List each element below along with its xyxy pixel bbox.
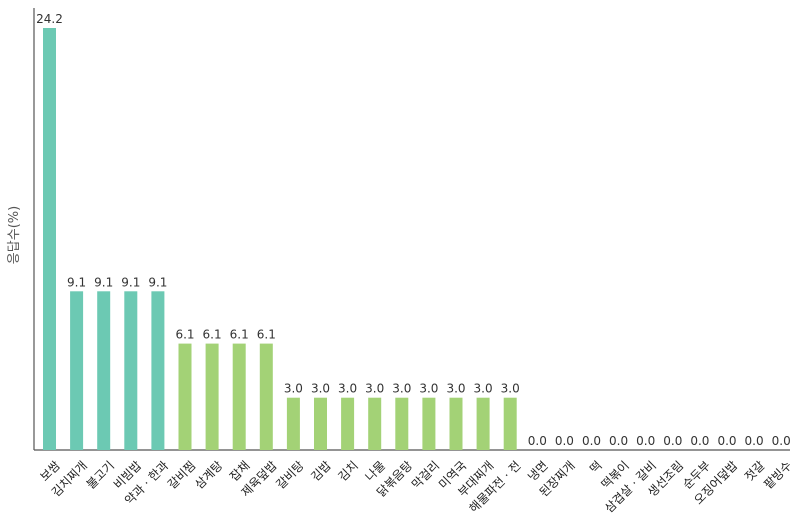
category-label-14: 막걸리 xyxy=(409,458,442,491)
value-label-7: 6.1 xyxy=(230,328,249,342)
bar-2 xyxy=(97,291,111,450)
value-label-20: 0.0 xyxy=(582,434,601,448)
value-label-0: 24.2 xyxy=(36,12,63,26)
bar-1 xyxy=(70,291,84,450)
value-label-14: 3.0 xyxy=(419,382,438,396)
bar-8 xyxy=(259,343,273,450)
value-label-11: 3.0 xyxy=(338,382,357,396)
bar-10 xyxy=(314,397,327,450)
value-label-18: 0.0 xyxy=(528,434,547,448)
category-label-20: 떡 xyxy=(587,458,605,476)
bar-11 xyxy=(341,397,355,450)
category-label-27: 팥빙수 xyxy=(761,458,794,491)
bar-16 xyxy=(476,397,490,450)
value-label-5: 6.1 xyxy=(175,328,194,342)
value-label-21: 0.0 xyxy=(609,434,628,448)
bar-5 xyxy=(178,343,192,450)
value-label-27: 0.0 xyxy=(772,434,791,448)
bar-12 xyxy=(368,397,382,450)
category-label-2: 불고기 xyxy=(84,458,117,491)
bar-13 xyxy=(395,397,409,450)
value-label-25: 0.0 xyxy=(717,434,736,448)
value-label-19: 0.0 xyxy=(555,434,574,448)
y-axis-label: 응답수(%) xyxy=(7,206,22,264)
value-label-3: 9.1 xyxy=(121,275,140,289)
bar-6 xyxy=(205,343,219,450)
value-label-23: 0.0 xyxy=(663,434,682,448)
value-label-16: 3.0 xyxy=(474,382,493,396)
bar-15 xyxy=(449,397,463,450)
bar-0 xyxy=(43,28,56,450)
bar-3 xyxy=(124,291,138,450)
category-label-5: 갈비찜 xyxy=(165,458,198,491)
value-label-13: 3.0 xyxy=(392,382,411,396)
value-label-10: 3.0 xyxy=(311,382,330,396)
bar-17 xyxy=(503,397,517,450)
category-label-6: 삼계탕 xyxy=(192,458,225,491)
value-label-2: 9.1 xyxy=(94,275,113,289)
category-label-10: 김밥 xyxy=(308,458,334,484)
bars-group xyxy=(43,28,517,450)
value-label-8: 6.1 xyxy=(257,328,276,342)
value-label-15: 3.0 xyxy=(446,382,465,396)
bar-9 xyxy=(286,397,300,450)
value-labels-group: 24.2 9.1 9.1 9.1 9.1 6.1 6.1 6.1 6.1 3.0 3.0 3.0 3.0… xyxy=(36,12,791,448)
category-label-11: 김치 xyxy=(335,458,361,484)
bar-14 xyxy=(422,397,436,450)
value-label-24: 0.0 xyxy=(690,434,709,448)
bar-7 xyxy=(232,343,246,450)
value-label-17: 3.0 xyxy=(501,382,520,396)
value-label-22: 0.0 xyxy=(636,434,655,448)
value-label-1: 9.1 xyxy=(67,275,86,289)
bar-4 xyxy=(151,291,165,450)
value-label-26: 0.0 xyxy=(745,434,764,448)
value-label-12: 3.0 xyxy=(365,382,384,396)
category-label-9: 갈비탕 xyxy=(273,458,306,491)
value-label-4: 9.1 xyxy=(148,275,167,289)
value-label-6: 6.1 xyxy=(203,328,222,342)
value-label-9: 3.0 xyxy=(284,382,303,396)
